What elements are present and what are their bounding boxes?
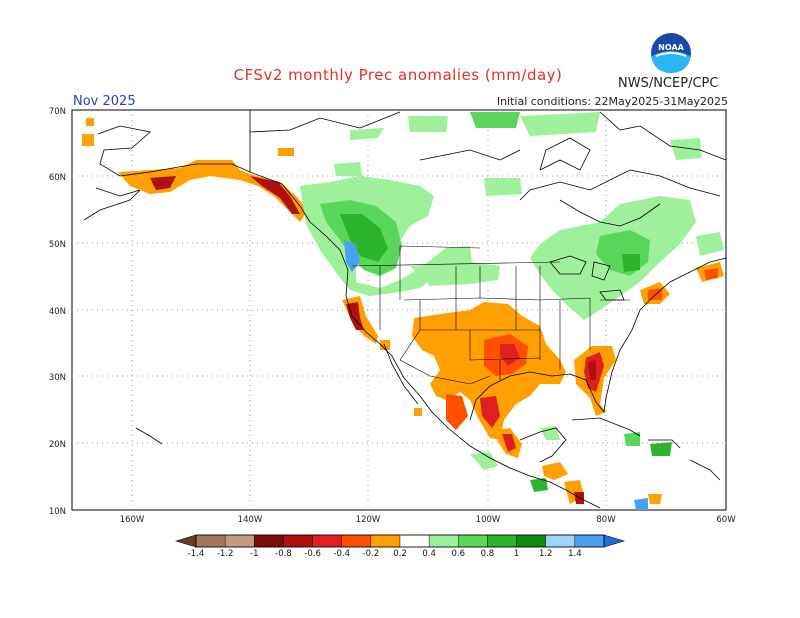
lon-axis: 160W 140W 120W 100W 80W 60W	[120, 515, 737, 525]
colorbar-tick-label: -0.4	[333, 549, 350, 559]
colombia-dry	[648, 494, 662, 504]
colorbar-cell	[224, 534, 255, 548]
colorbar-right-arrow	[603, 534, 626, 548]
lat-label: 40N	[49, 307, 66, 317]
east-canada-wet-strong	[622, 254, 640, 272]
colorbar-cell	[312, 534, 342, 548]
colorbar-tick-label: -0.2	[363, 549, 380, 559]
map-title: CFSv2 monthly Prec anomalies (mm/day)	[233, 66, 563, 84]
lon-label: 120W	[356, 515, 381, 525]
alaska-dry-area	[118, 160, 308, 222]
arctic-wet-2	[408, 116, 448, 132]
lat-label: 30N	[49, 373, 66, 383]
texas-dry-strong	[500, 344, 520, 366]
colorbar-tick-label: 1.2	[539, 549, 553, 559]
arctic-wet-1	[350, 128, 384, 140]
colorbar-left-arrow	[174, 534, 197, 548]
caribbean-wet	[624, 432, 640, 446]
colorbar-tick-label: -1	[250, 549, 258, 559]
maritimes-dry-strong	[704, 268, 718, 280]
colorbar-tick-label: 0.8	[481, 549, 495, 559]
lon-label: 140W	[238, 515, 263, 525]
colombia-wet-blue	[634, 498, 648, 510]
alaska-west-dry	[82, 134, 94, 146]
colorbar-tick-label: 1.4	[568, 549, 582, 559]
agency-label: NWS/NCEP/CPC	[618, 76, 719, 91]
lat-label: 10N	[49, 507, 66, 517]
lon-label: 80W	[596, 515, 616, 525]
alaska-north-dry	[86, 118, 94, 126]
south-us-dry-light	[412, 302, 566, 440]
colorbar-cell	[458, 534, 488, 548]
arctic-wet-3	[470, 112, 520, 128]
baja-dry	[414, 408, 422, 416]
colorbar-cell	[487, 534, 517, 548]
panama-dry-strong	[574, 492, 584, 504]
hispaniola-wet	[650, 442, 672, 456]
lon-label: 100W	[476, 515, 501, 525]
colorbar-tick-label: -0.8	[275, 549, 292, 559]
colorbar-cell	[574, 534, 605, 548]
wa-coast-wet-blue	[344, 240, 360, 272]
lat-label: 60N	[49, 173, 66, 183]
political-borders	[351, 245, 630, 385]
colorbar-cell	[283, 534, 313, 548]
noaa-logo-text: NOAA	[658, 43, 684, 52]
lat-label: 50N	[49, 240, 66, 250]
mexico-dry-mid	[446, 394, 468, 430]
colorbar-tick-label: 0.6	[452, 549, 466, 559]
noaa-logo: NOAA	[651, 33, 691, 73]
colorbar-cell	[428, 534, 459, 548]
arctic-wet-7	[334, 162, 362, 176]
colorbar-tick-label: -0.6	[304, 549, 321, 559]
florida-dry-extreme	[588, 360, 596, 380]
east-canada-wet-2	[696, 232, 724, 256]
colorbar-cell	[370, 534, 401, 548]
lat-axis: 70N 60N 50N 40N 30N 20N 10N	[49, 107, 66, 517]
pnw-wet-strong	[340, 214, 388, 262]
colorbar-cell	[254, 534, 284, 548]
colorbar-cell	[399, 534, 430, 548]
lon-label: 60W	[716, 515, 736, 525]
mexico-dry-south-strong	[502, 434, 516, 452]
alaska-dry-island	[278, 148, 294, 156]
anomaly-shading	[82, 112, 724, 510]
colorbar-frame	[195, 534, 605, 548]
colorbar: -1.4 -1.2 -1 -0.8 -0.6 -0.4 -0.2 0.2 0.4 0.6 0.8 1 1…	[174, 534, 626, 559]
colorbar-tick-label: -1.4	[188, 549, 205, 559]
coastlines	[83, 110, 727, 509]
colorbar-tick-label: -1.2	[217, 549, 234, 559]
colorbar-cell	[341, 534, 372, 548]
panhandle-dry-strong	[250, 176, 300, 214]
mexico-dry-strong	[480, 396, 500, 428]
central-am-wet	[470, 452, 498, 470]
colorbar-tick-label: 0.4	[422, 549, 436, 559]
california-dry-strong	[346, 302, 364, 330]
socal-dry	[380, 340, 390, 350]
initial-conditions: Initial conditions: 22May2025-31May2025	[496, 95, 728, 108]
colorbar-cell	[545, 534, 576, 548]
forecast-month: Nov 2025	[73, 94, 136, 109]
colorbar-tick-label: 0.2	[393, 549, 407, 559]
lon-label: 160W	[120, 515, 145, 525]
colorbar-cell	[516, 534, 546, 548]
lat-label: 70N	[49, 107, 66, 117]
arctic-wet-4	[520, 112, 600, 136]
guatemala-wet	[530, 478, 548, 492]
northeast-dry-strong	[648, 288, 662, 300]
alaska-dry-strong	[150, 176, 176, 190]
arctic-wet-6	[484, 178, 522, 196]
plains-wet	[410, 262, 500, 286]
colorbar-cell	[195, 534, 226, 548]
oaxaca-dry	[542, 462, 568, 480]
colorbar-tick-label: 1	[514, 549, 519, 559]
lat-label: 20N	[49, 440, 66, 450]
arctic-wet-5	[670, 138, 702, 160]
yucatan-wet	[540, 426, 560, 440]
